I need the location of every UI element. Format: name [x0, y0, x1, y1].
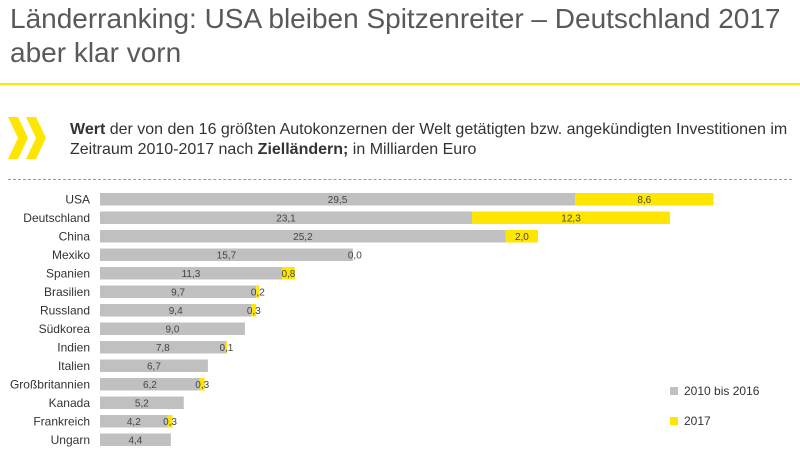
category-label-grossbritannien: Großbritannien [10, 377, 90, 391]
category-label-italien: Italien [58, 359, 90, 373]
subtitle-bold-target: Zielländern; [257, 141, 349, 158]
value-label-grossbritannien-series-0: 6,2 [143, 380, 157, 391]
bar-spanien-series-1 [281, 267, 295, 280]
bar-china-series-0 [100, 230, 506, 243]
bar-spanien-series-0 [100, 267, 282, 280]
category-label-ungarn: Ungarn [51, 433, 90, 447]
bar-indien-series-0 [100, 341, 226, 354]
bar-russland-series-1 [251, 304, 257, 317]
category-label-mexiko: Mexiko [52, 248, 90, 262]
legend-label: 2017 [684, 414, 711, 428]
bar-russland-series-0 [100, 304, 252, 317]
bar-frankreich-series-0 [100, 415, 168, 428]
bar-sudkorea-series-0 [100, 322, 245, 335]
value-label-frankreich-series-1: 0,3 [163, 417, 177, 428]
bar-grossbritannien-series-1 [199, 378, 205, 391]
value-label-grossbritannien-series-1: 0,3 [195, 380, 209, 391]
bar-deutschland-series-0 [100, 211, 472, 224]
value-label-deutschland-series-1: 12,3 [561, 213, 581, 224]
value-label-mexiko-series-0: 15,7 [217, 250, 237, 261]
bar-usa-series-0 [100, 193, 576, 206]
page-title: Länderranking: USA bleiben Spitzenreiter… [10, 3, 781, 68]
category-label-spanien: Spanien [46, 266, 90, 280]
value-label-ungarn-series-0: 4,4 [128, 435, 142, 446]
legend-label: 2010 bis 2016 [684, 384, 760, 398]
bar-chart: USA 29,5 8,6 Deutschland 23,1 12,3 China 25,2 2,… [10, 192, 714, 447]
bar-indien-series-1 [225, 341, 228, 354]
category-label-russland: Russland [40, 303, 90, 317]
legend-swatch [670, 387, 678, 395]
value-label-kanada-series-0: 5,2 [135, 398, 149, 409]
category-label-usa: USA [65, 192, 90, 206]
subtitle-bold-value: Wert [70, 121, 106, 138]
section-divider [8, 179, 792, 180]
bar-deutschland-series-1 [472, 211, 671, 224]
bar-grossbritannien-series-0 [100, 378, 200, 391]
bar-brasilien-series-0 [100, 285, 257, 298]
value-label-usa-series-1: 8,6 [637, 195, 651, 206]
bar-kanada-series-0 [100, 396, 184, 409]
bar-china-series-1 [505, 230, 539, 243]
bar-brasilien-series-1 [256, 285, 260, 298]
subtitle-text: der von den 16 größten Autokonzernen der… [70, 121, 788, 158]
category-label-frankreich: Frankreich [33, 414, 90, 428]
category-label-kanada: Kanada [49, 396, 91, 410]
title-divider [0, 83, 800, 85]
category-label-china: China [59, 229, 91, 243]
value-label-brasilien-series-1: 0,2 [251, 287, 265, 298]
value-label-frankreich-series-0: 4,2 [127, 417, 141, 428]
chart-subtitle: Wert der von den 16 größten Autokonzerne… [70, 120, 790, 160]
value-label-china-series-1: 2,0 [515, 232, 529, 243]
value-label-china-series-0: 25,2 [293, 232, 313, 243]
subtitle-unit: in Milliarden Euro [348, 141, 477, 158]
category-label-brasilien: Brasilien [44, 285, 90, 299]
category-label-sudkorea: Südkorea [39, 322, 91, 336]
bar-frankreich-series-1 [167, 415, 173, 428]
bar-mexiko-series-0 [100, 248, 353, 261]
value-label-spanien-series-1: 0,8 [281, 269, 295, 280]
value-label-indien-series-1: 0,1 [219, 343, 233, 354]
value-label-sudkorea-series-0: 9,0 [166, 324, 180, 335]
bar-usa-series-1 [575, 193, 714, 206]
value-label-deutschland-series-0: 23,1 [276, 213, 296, 224]
category-label-indien: Indien [57, 340, 90, 354]
value-label-mexiko-series-1: 0,0 [348, 250, 362, 261]
value-label-russland-series-1: 0,3 [247, 306, 261, 317]
value-label-spanien-series-0: 11,3 [182, 269, 201, 280]
bar-italien-series-0 [100, 359, 208, 372]
double-chevron-icon [8, 117, 46, 159]
legend-swatch [670, 417, 678, 425]
category-label-deutschland: Deutschland [23, 211, 90, 225]
value-label-italien-series-0: 6,7 [147, 361, 161, 372]
bar-ungarn-series-0 [100, 433, 171, 446]
value-label-indien-series-0: 7,8 [156, 343, 170, 354]
value-label-russland-series-0: 9,4 [169, 306, 183, 317]
value-label-brasilien-series-0: 9,7 [171, 287, 185, 298]
value-label-usa-series-0: 29,5 [328, 195, 348, 206]
